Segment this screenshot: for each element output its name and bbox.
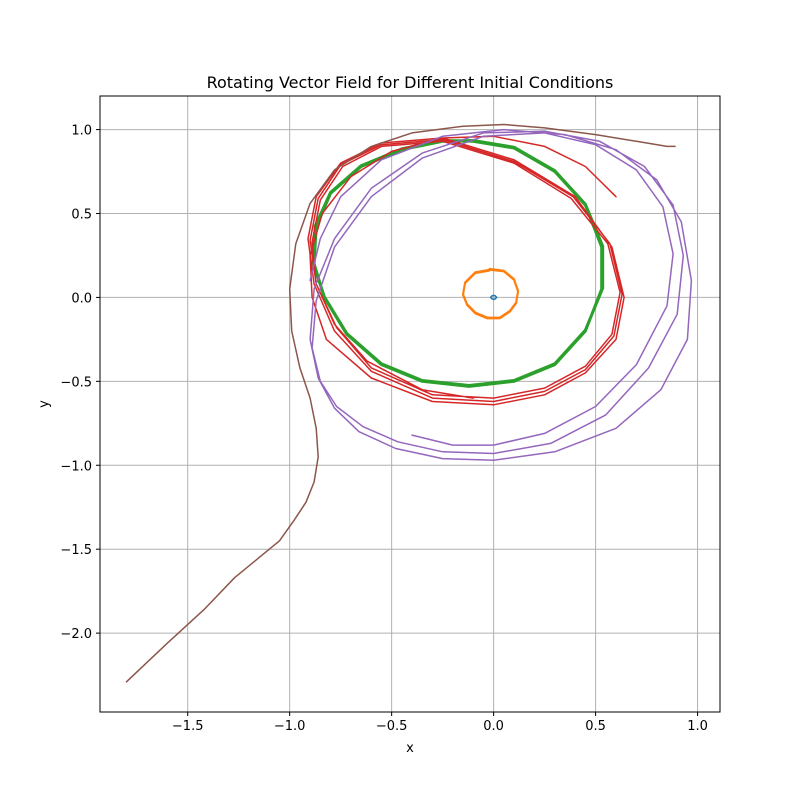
series-group — [125, 123, 693, 683]
x-axis-label: x — [406, 741, 414, 756]
x-tick-label: 0.0 — [483, 719, 504, 734]
y-tick-label: −2.0 — [60, 627, 92, 642]
y-tick-label: −1.0 — [60, 459, 92, 474]
series-line-2 — [462, 267, 520, 320]
y-tick-label: −0.5 — [60, 375, 92, 390]
y-axis-ticks: −2.0 −1.5 −1.0 −0.5 0.0 0.5 1.0 — [60, 124, 100, 642]
x-axis-ticks: −1.5 −1.0 −0.5 0.0 0.5 1.0 — [172, 712, 708, 734]
grid — [100, 96, 720, 712]
chart-title: Rotating Vector Field for Different Init… — [207, 73, 614, 92]
x-tick-label: −0.5 — [376, 719, 408, 734]
series-line-1 — [489, 294, 498, 301]
x-tick-label: 1.0 — [687, 719, 708, 734]
y-tick-label: −1.5 — [60, 543, 92, 558]
y-axis-label: y — [37, 400, 52, 408]
series-line-5 — [309, 128, 693, 461]
plot-frame — [99, 95, 721, 713]
y-tick-label: 1.0 — [71, 124, 92, 139]
x-tick-label: −1.0 — [274, 719, 306, 734]
series-line-4 — [307, 135, 625, 406]
y-tick-label: 0.5 — [71, 207, 92, 222]
x-tick-label: −1.5 — [172, 719, 204, 734]
y-tick-label: 0.0 — [71, 291, 92, 306]
x-tick-label: 0.5 — [585, 719, 606, 734]
series-line-6 — [125, 123, 676, 683]
